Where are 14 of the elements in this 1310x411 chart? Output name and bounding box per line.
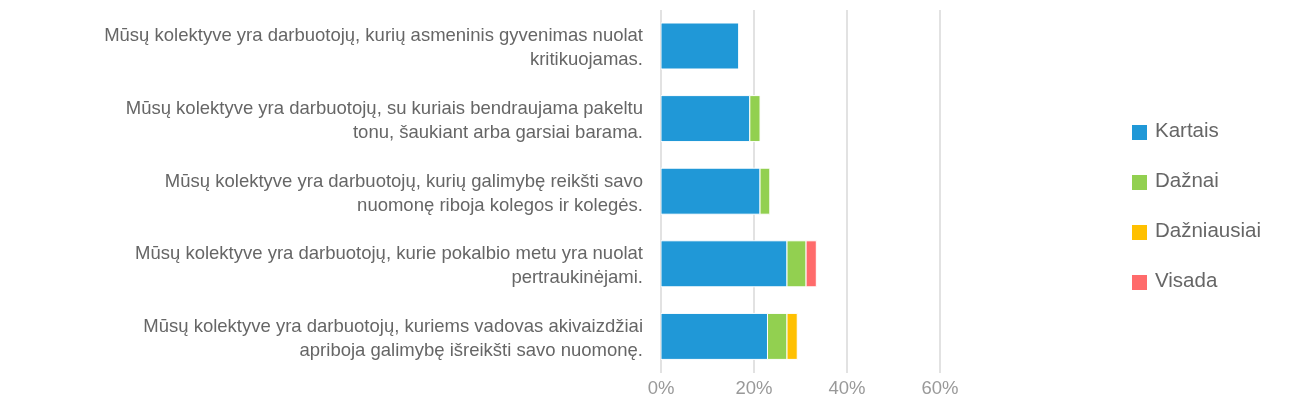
- legend-label: Kartais: [1155, 117, 1219, 141]
- y-tick-label: Mūsų kolektyve yra darbuotojų, kurių asmeninis gyvenimas nuolat kritikuojamas.: [104, 23, 643, 69]
- y-tick-label: Mūsų kolektyve yra darbuotojų, kurių galimybę reikšti savo nuomonę riboja kolegos ir kolegės.: [164, 169, 643, 214]
- x-tick-label: 60%: [921, 377, 959, 399]
- x-tick-label: 20%: [735, 377, 773, 399]
- x-tick-label: 0%: [647, 377, 675, 399]
- legend-label: Dažniausiai: [1155, 217, 1261, 241]
- x-tick-label: 40%: [828, 377, 866, 399]
- y-tick-label: Mūsų kolektyve yra darbuotojų, kurie pokalbio metu yra nuolat pertraukinėjami.: [135, 241, 643, 287]
- y-tick-label: Mūsų kolektyve yra darbuotojų, kuriems vadovas akivaizdžiai apriboja galimybę išreikšti savo nuomonę.: [143, 314, 643, 360]
- y-tick-label: Mūsų kolektyve yra darbuotojų, su kuriais bendraujama pakeltu tonu, šaukiant arba garsiai barama.: [125, 96, 643, 142]
- legend-label: Dažnai: [1155, 167, 1219, 191]
- legend-label: Visada: [1155, 267, 1218, 291]
- bar: [661, 22, 740, 70]
